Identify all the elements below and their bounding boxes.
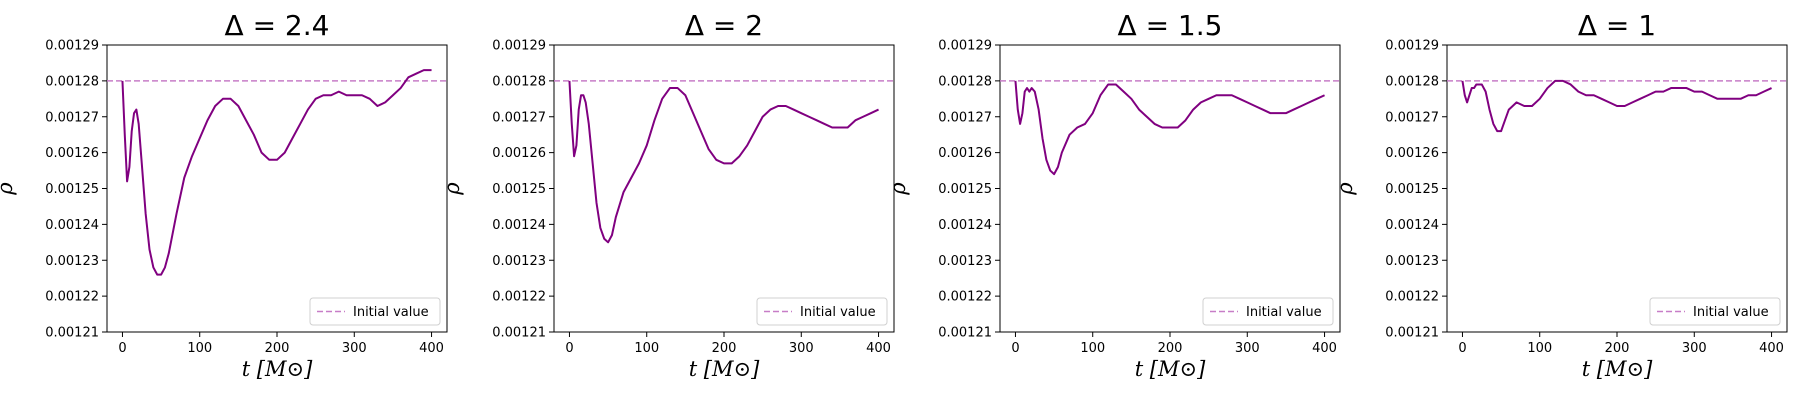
- plot-frame: [1446, 44, 1788, 333]
- y-tick-label: 0.00122: [45, 290, 99, 305]
- x-tick-label: 400: [1759, 341, 1784, 356]
- x-tick-label: 300: [1235, 341, 1260, 356]
- x-tick-label: 100: [1527, 341, 1552, 356]
- x-tick-label: 100: [187, 341, 212, 356]
- x-tick-label: 0: [118, 341, 126, 356]
- legend-label: Initial value: [1246, 305, 1322, 320]
- x-tick-label: 400: [866, 341, 891, 356]
- legend: Initial value: [756, 297, 888, 326]
- x-tick-label: 0: [1011, 341, 1019, 356]
- x-tick-label: 0: [1458, 341, 1466, 356]
- y-tick-label: 0.00124: [938, 218, 992, 233]
- legend-label: Initial value: [1693, 305, 1769, 320]
- plot-frame: [999, 44, 1341, 333]
- y-tick-label: 0.00129: [492, 39, 546, 54]
- y-tick-label: 0.00122: [492, 290, 546, 305]
- y-tick-label: 0.00129: [938, 39, 992, 54]
- y-tick-label: 0.00128: [938, 74, 992, 89]
- x-axis-label: t [M⊙]: [242, 357, 313, 381]
- y-tick-label: 0.00127: [938, 110, 992, 125]
- y-tick-label: 0.00121: [938, 326, 992, 341]
- x-axis-label: t [M⊙]: [689, 357, 760, 381]
- y-tick-label: 0.00123: [1385, 254, 1439, 269]
- y-tick-label: 0.00123: [45, 254, 99, 269]
- chart-title: Δ = 2: [685, 9, 763, 42]
- y-tick-label: 0.00124: [1385, 218, 1439, 233]
- x-tick-label: 300: [342, 341, 367, 356]
- y-tick-label: 0.00128: [45, 74, 99, 89]
- x-tick-label: 200: [1605, 341, 1630, 356]
- x-tick-label: 100: [1080, 341, 1105, 356]
- y-tick-label: 0.00121: [492, 326, 546, 341]
- y-tick-label: 0.00125: [45, 182, 99, 197]
- x-tick-label: 0: [565, 341, 573, 356]
- y-tick-label: 0.00129: [45, 39, 99, 54]
- y-tick-label: 0.00126: [938, 146, 992, 161]
- chart-title: Δ = 2.4: [225, 9, 330, 42]
- rho-series-line: [568, 80, 879, 244]
- y-axis-label: ρ: [0, 182, 17, 196]
- x-tick-label: 300: [789, 341, 814, 356]
- y-tick-label: 0.00121: [1385, 326, 1439, 341]
- y-axis-label: ρ: [1333, 182, 1357, 196]
- y-tick-label: 0.00122: [1385, 290, 1439, 305]
- chart-title: Δ = 1: [1578, 9, 1656, 42]
- y-tick-label: 0.00129: [1385, 39, 1439, 54]
- legend-box: [756, 297, 888, 326]
- y-tick-label: 0.00123: [938, 254, 992, 269]
- plot-frame: [106, 44, 448, 333]
- chart-panel-2: Δ = 2 0.00121 0.00122 0.00123 0.00124 0.00125…: [440, 9, 895, 381]
- legend-label: Initial value: [353, 305, 429, 320]
- y-tick-label: 0.00126: [1385, 146, 1439, 161]
- plot-frame: [553, 44, 895, 333]
- y-tick-label: 0.00123: [492, 254, 546, 269]
- legend: Initial value: [1202, 297, 1334, 326]
- rho-series-line: [121, 69, 432, 276]
- chart-panel-4: Δ = 1 0.00121 0.00122 0.00123 0.00124 0.00125…: [1333, 9, 1788, 381]
- rho-series-line: [1461, 79, 1772, 133]
- y-tick-label: 0.00127: [1385, 110, 1439, 125]
- rho-series-line: [1014, 80, 1325, 176]
- legend-label: Initial value: [800, 305, 876, 320]
- x-tick-label: 200: [265, 341, 290, 356]
- y-tick-label: 0.00124: [492, 218, 546, 233]
- y-tick-label: 0.00127: [492, 110, 546, 125]
- y-tick-label: 0.00128: [1385, 74, 1439, 89]
- legend: Initial value: [309, 297, 441, 326]
- x-axis-label: t [M⊙]: [1582, 357, 1653, 381]
- x-tick-label: 300: [1682, 341, 1707, 356]
- y-tick-label: 0.00122: [938, 290, 992, 305]
- x-tick-label: 400: [1312, 341, 1337, 356]
- chart-title: Δ = 1.5: [1118, 9, 1223, 42]
- x-tick-label: 400: [419, 341, 444, 356]
- y-tick-label: 0.00121: [45, 326, 99, 341]
- legend-box: [1202, 297, 1334, 326]
- y-tick-label: 0.00125: [1385, 182, 1439, 197]
- y-axis-label: ρ: [886, 182, 910, 196]
- x-axis-label: t [M⊙]: [1135, 357, 1206, 381]
- y-tick-label: 0.00125: [938, 182, 992, 197]
- chart-panel-3: Δ = 1.5 0.00121 0.00122 0.00123 0.00124 0.001…: [886, 9, 1341, 381]
- y-axis-label: ρ: [440, 182, 464, 196]
- y-tick-label: 0.00126: [45, 146, 99, 161]
- y-tick-label: 0.00127: [45, 110, 99, 125]
- chart-panel-1: Δ = 2.4 0.00121 0.00122 0.00123 0.00124 0.001…: [0, 9, 448, 381]
- legend: Initial value: [1649, 297, 1781, 326]
- y-tick-label: 0.00126: [492, 146, 546, 161]
- y-tick-label: 0.00128: [492, 74, 546, 89]
- x-tick-label: 200: [1158, 341, 1183, 356]
- legend-box: [1649, 297, 1781, 326]
- x-tick-label: 100: [634, 341, 659, 356]
- y-tick-label: 0.00125: [492, 182, 546, 197]
- y-tick-label: 0.00124: [45, 218, 99, 233]
- x-tick-label: 200: [712, 341, 737, 356]
- legend-box: [309, 297, 441, 326]
